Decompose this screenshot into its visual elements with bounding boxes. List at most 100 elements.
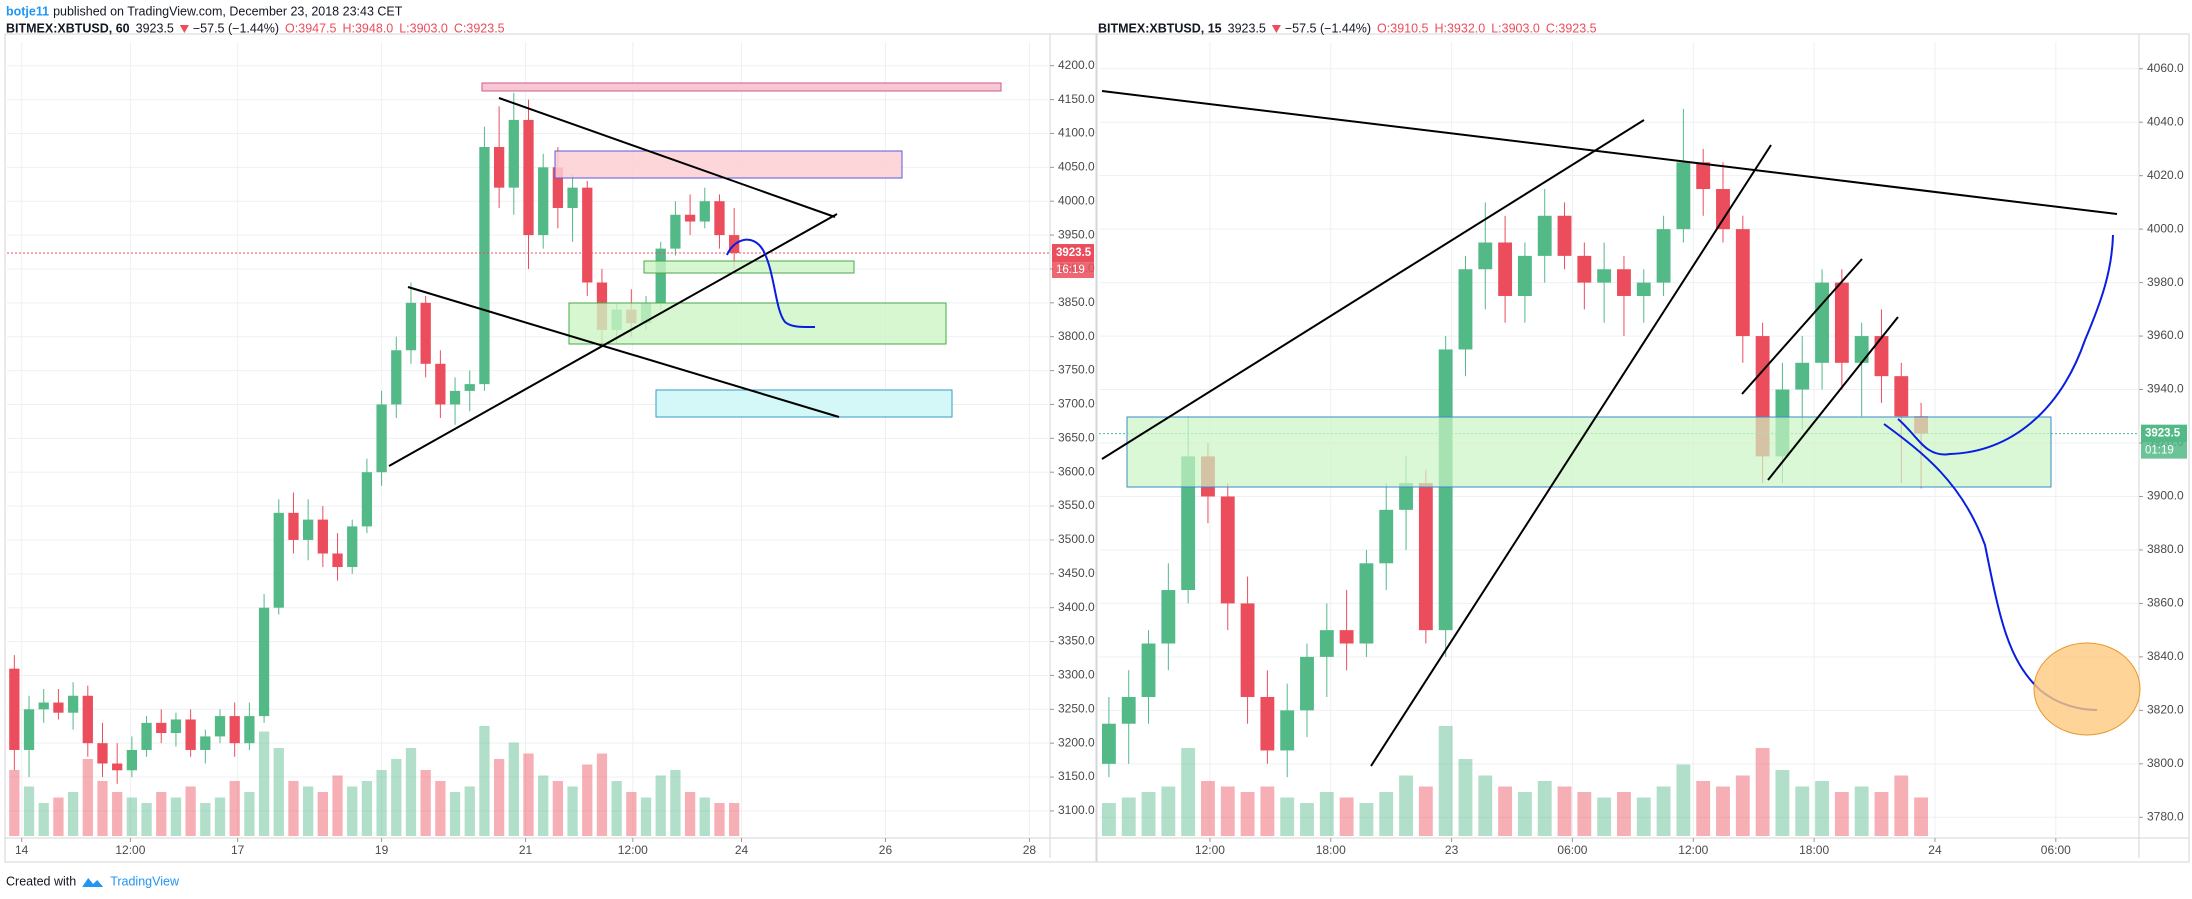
candle-body <box>1676 162 1691 230</box>
candle-body <box>391 350 402 405</box>
volume-bar <box>1161 786 1176 836</box>
brand-logo <box>82 878 104 887</box>
candle-body <box>126 749 138 771</box>
projection-curve <box>726 238 816 329</box>
symbol: BITMEX:XBTUSD, 60 <box>6 21 130 35</box>
volume-bar <box>552 781 564 836</box>
open: O:3910.5 <box>1377 21 1428 35</box>
volume-bar <box>1260 786 1275 836</box>
volume-bar <box>1795 786 1810 836</box>
volume-bar <box>596 753 608 836</box>
zone <box>554 150 903 179</box>
candle-body <box>156 722 167 734</box>
candle-body <box>1557 215 1572 256</box>
volume-bar <box>493 759 505 836</box>
y-tick-label: 3950.0 <box>1058 227 1095 241</box>
candle-body <box>1617 269 1631 296</box>
footer-brand[interactable]: TradingView <box>110 874 180 888</box>
volume-bar <box>1577 792 1592 836</box>
candle-body <box>38 702 49 710</box>
candle-body <box>405 302 417 351</box>
candle-body <box>1379 509 1394 564</box>
y-tick-label: 3550.0 <box>1058 498 1095 512</box>
volume-bar <box>244 792 255 836</box>
candle-body <box>258 607 270 717</box>
x-tick-label: 28 <box>1023 843 1037 857</box>
change: −57.5 (−1.44%) <box>193 21 279 35</box>
candle-body <box>1894 376 1909 417</box>
volume-bar <box>1478 775 1493 836</box>
author[interactable]: botje11 <box>6 4 49 18</box>
change: −57.5 (−1.44%) <box>1285 21 1371 35</box>
y-tick-label: 3880.0 <box>2147 542 2184 556</box>
candle-body <box>1141 643 1156 697</box>
low: L:3903.0 <box>399 21 448 35</box>
volume-bar <box>1458 759 1473 836</box>
candle-body <box>493 147 505 188</box>
last-price: 3923.5 <box>136 21 174 35</box>
candle-body <box>332 553 343 568</box>
published-note: published on TradingView.com, December 2… <box>53 4 403 18</box>
candle-body <box>1280 710 1295 751</box>
candle-body <box>1636 282 1651 296</box>
candle-body <box>1359 563 1374 644</box>
candle-body <box>552 167 564 208</box>
x-tick-label: 19 <box>375 843 389 857</box>
volume-bar <box>1894 775 1909 836</box>
trend-line <box>1767 316 1899 481</box>
y-tick-label: 3500.0 <box>1058 532 1095 546</box>
volume-bar <box>23 786 35 836</box>
y-tick-label: 3150.0 <box>1058 769 1095 783</box>
volume-bar <box>1755 748 1770 836</box>
volume-bar <box>1319 792 1334 836</box>
trend-line <box>498 97 836 218</box>
volume-bar <box>1617 792 1631 836</box>
candle-body <box>1220 496 1235 604</box>
volume-bar <box>523 753 534 836</box>
candle-body <box>317 519 328 554</box>
volume-bar <box>1399 775 1413 836</box>
candle-body <box>1597 269 1612 283</box>
y-tick-label: 3100.0 <box>1058 803 1095 817</box>
low: L:3903.0 <box>1491 21 1540 35</box>
volume-bar <box>684 792 696 836</box>
y-tick-label: 3780.0 <box>2147 809 2184 823</box>
candle-body <box>244 716 255 744</box>
volume-bar <box>670 770 681 836</box>
volume-bar <box>1438 726 1453 836</box>
close: C:3923.5 <box>1546 21 1597 35</box>
candle-body <box>1418 483 1433 631</box>
volume-bar <box>508 742 519 836</box>
volume-bar <box>611 781 622 836</box>
candle-body <box>1656 229 1671 283</box>
candle-body <box>1478 242 1493 270</box>
trend-line <box>1101 90 2118 215</box>
volume-bar <box>1775 770 1790 836</box>
countdown-box <box>2141 442 2187 459</box>
candle-body <box>347 526 358 568</box>
volume-bar <box>699 797 710 836</box>
candle-body <box>684 214 696 222</box>
zone <box>568 302 947 345</box>
candle-body <box>23 709 35 750</box>
y-tick-label: 3600.0 <box>1058 464 1095 478</box>
volume-bar <box>303 786 314 836</box>
trend-line <box>407 286 840 418</box>
y-tick-label: 3300.0 <box>1058 668 1095 682</box>
candle-body <box>170 719 182 734</box>
x-tick-label: 21 <box>519 843 533 857</box>
candle-body <box>1260 696 1275 751</box>
volume-bar <box>156 792 167 836</box>
last-price-box <box>1052 244 1094 263</box>
volume-bar <box>1240 792 1255 836</box>
x-tick-label: 18:00 <box>1316 843 1346 857</box>
drawings <box>388 82 2141 767</box>
volume-bar <box>729 803 740 836</box>
candle-body <box>1874 336 1889 377</box>
candle-body <box>214 716 226 737</box>
x-tick-label: 23 <box>1445 843 1459 857</box>
volume-bar <box>9 770 20 836</box>
volume-bar <box>538 775 549 836</box>
volume-bar <box>626 792 637 836</box>
target-circle <box>2033 642 2141 736</box>
